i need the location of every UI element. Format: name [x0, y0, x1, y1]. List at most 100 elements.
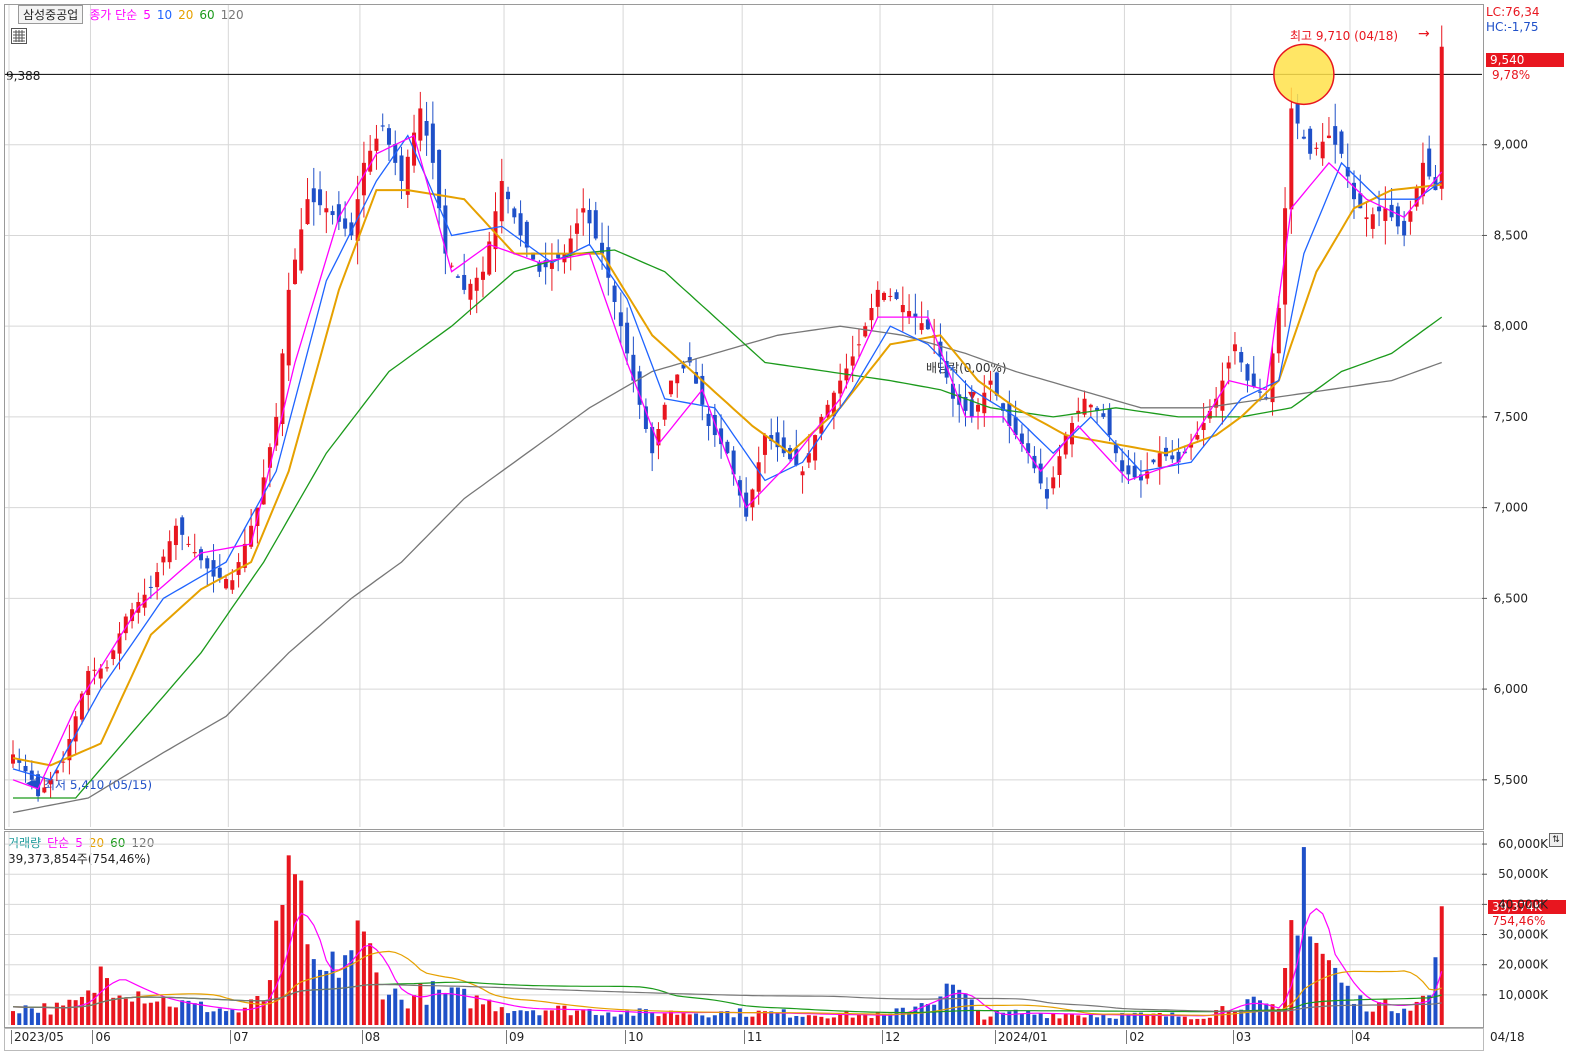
volume-bar	[919, 1003, 924, 1025]
volume-bar	[631, 1015, 636, 1025]
volume-bar	[355, 920, 360, 1025]
x-axis-bar	[4, 1028, 1484, 1051]
candle-body	[524, 221, 529, 248]
volume-bar	[756, 1010, 761, 1025]
volume-indicator-label: 단순	[47, 836, 70, 850]
candle-body	[1226, 362, 1231, 369]
volume-bar	[1151, 1013, 1156, 1025]
candle-body	[318, 189, 323, 206]
volume-bar	[1057, 1018, 1062, 1025]
scroll-handle-icon[interactable]: ⇅	[1549, 833, 1563, 847]
volume-bar	[1051, 1013, 1056, 1025]
volume-bar	[819, 1016, 824, 1025]
volume-bar	[1301, 847, 1306, 1025]
candle-body	[806, 453, 811, 463]
stock-name[interactable]: 삼성중공업	[18, 5, 84, 24]
candle-body	[292, 259, 297, 285]
candle-body	[831, 392, 836, 417]
volume-bar	[79, 996, 84, 1025]
volume-bar	[499, 1007, 504, 1025]
volume-bar	[36, 1012, 41, 1025]
candle-body	[399, 155, 404, 182]
candle-body	[907, 311, 912, 318]
volume-bar	[54, 1002, 59, 1025]
volume-bar	[957, 989, 962, 1025]
candle-body	[976, 404, 981, 412]
x-axis-label: 10	[625, 1030, 643, 1044]
volume-bar	[549, 1010, 554, 1025]
volume-bar	[932, 1004, 937, 1025]
volume-bar	[1207, 1017, 1212, 1025]
candle-body	[48, 778, 53, 785]
volume-bar	[161, 997, 166, 1025]
candle-body	[1264, 397, 1269, 399]
candle-body	[1126, 465, 1131, 475]
volume-bar	[1026, 1010, 1031, 1025]
candle-body	[205, 558, 210, 569]
volume-bar	[173, 1007, 178, 1025]
volume-bar	[944, 983, 949, 1025]
vol-ma20-label: 20	[88, 835, 105, 850]
candle-body	[418, 108, 423, 141]
volume-bar	[969, 999, 974, 1025]
volume-bar	[1189, 1019, 1194, 1025]
volume-bar	[167, 1006, 172, 1025]
candle-body	[875, 289, 880, 307]
candle-body	[1007, 403, 1012, 426]
volume-tick-label: 20,000K	[1498, 958, 1549, 972]
candle-body	[982, 392, 987, 414]
candle-body	[198, 549, 203, 561]
candle-body	[1377, 206, 1382, 212]
volume-bar	[982, 1019, 987, 1025]
candle-body	[299, 229, 304, 271]
candle-body	[324, 208, 329, 213]
candle-body	[437, 149, 442, 209]
candle-body	[781, 437, 786, 454]
candle-body	[668, 380, 673, 395]
volume-bar	[1239, 1009, 1244, 1025]
candle-body	[386, 128, 391, 145]
candle-body	[224, 579, 229, 589]
volume-bar	[612, 1016, 617, 1025]
volume-tick-label: 10,000K	[1498, 988, 1549, 1002]
candle-body	[1383, 208, 1388, 221]
candle-body	[813, 435, 818, 461]
table-grid-icon[interactable]	[11, 28, 27, 44]
volume-bar	[643, 1009, 648, 1025]
volume-bar	[1226, 1010, 1231, 1025]
volume-bar	[380, 999, 385, 1025]
x-axis-label: 2024/01	[994, 1030, 1048, 1044]
price-tick-label: 7,500	[1494, 410, 1528, 424]
volume-bar	[1270, 1004, 1275, 1025]
volume-bar	[405, 1008, 410, 1025]
candle-body	[1339, 131, 1344, 154]
volume-bar	[750, 1016, 755, 1025]
x-axis-label: 04	[1352, 1030, 1370, 1044]
volume-bar	[92, 992, 97, 1025]
candle-body	[731, 450, 736, 475]
volume-bar	[393, 988, 398, 1025]
candle-body	[950, 383, 955, 399]
volume-bar	[1414, 1001, 1419, 1025]
price-tick-label: 6,500	[1494, 591, 1528, 605]
candle-body	[1427, 148, 1432, 177]
volume-bar	[568, 1015, 573, 1025]
candle-body	[1439, 46, 1444, 189]
candle-body	[1044, 489, 1049, 499]
volume-bar	[386, 994, 391, 1025]
candle-body	[882, 292, 887, 300]
candle-body	[518, 213, 523, 236]
volume-bar	[1339, 982, 1344, 1025]
volume-bar	[744, 1016, 749, 1025]
candle-body	[192, 552, 197, 554]
candle-body	[374, 138, 379, 151]
volume-bar	[1076, 1015, 1081, 1025]
candle-body	[706, 413, 711, 426]
volume-bar	[712, 1015, 717, 1025]
volume-bar	[198, 1001, 203, 1025]
volume-bar	[838, 1014, 843, 1025]
candle-body	[1395, 206, 1400, 227]
volume-bar	[869, 1018, 874, 1025]
x-axis-label: 03	[1232, 1030, 1251, 1044]
candle-body	[1420, 162, 1425, 197]
